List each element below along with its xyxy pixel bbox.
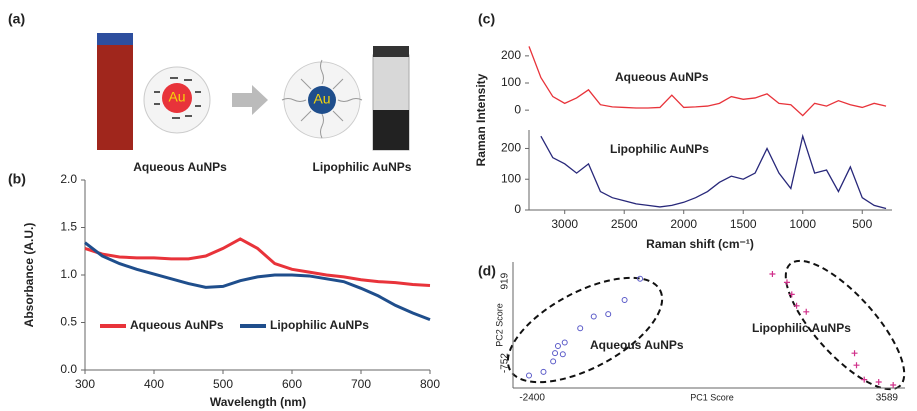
y-tick-label: 0.5 — [60, 315, 77, 329]
point — [853, 362, 860, 369]
caption: Lipophilic AuNPs — [313, 160, 412, 174]
point — [793, 302, 800, 309]
vial-cap — [373, 46, 409, 57]
point — [861, 376, 868, 383]
point — [540, 368, 547, 375]
y-tick-label: 919 — [500, 272, 511, 289]
vial-liquid — [373, 110, 409, 150]
x-tick-label: 400 — [144, 377, 164, 391]
x-tick-label: 300 — [75, 377, 95, 391]
data-line — [528, 46, 887, 117]
x-tick-label: 800 — [420, 377, 440, 391]
y-axis-label: Raman Intensity — [474, 73, 488, 166]
panel-label: (d) — [478, 263, 496, 279]
core-label: Au — [313, 91, 330, 107]
y-tick-label: 100 — [501, 75, 521, 89]
vial-cap — [97, 33, 133, 45]
point — [577, 325, 584, 332]
y-tick-label: 100 — [501, 171, 521, 185]
core-label: Au — [168, 89, 185, 105]
charges — [154, 77, 201, 119]
caption: Aqueous AuNPs — [133, 160, 227, 174]
particle — [308, 86, 336, 114]
cluster-ellipse — [784, 259, 906, 391]
data-line — [84, 241, 431, 322]
point — [803, 308, 810, 315]
particle — [162, 83, 192, 113]
legend-label: Aqueous AuNPs — [130, 318, 224, 332]
point — [783, 279, 790, 286]
series-label: Lipophilic AuNPs — [752, 321, 851, 335]
point — [605, 311, 612, 318]
legend-label: Lipophilic AuNPs — [270, 318, 369, 332]
point — [621, 296, 628, 303]
x-tick-label: 3000 — [551, 217, 578, 231]
y-tick-label: 0.0 — [60, 362, 77, 376]
point — [525, 372, 532, 379]
panel-label: (c) — [478, 11, 495, 27]
x-axis-label: Wavelength (nm) — [210, 395, 306, 409]
point — [550, 358, 557, 365]
y-tick-label: 1.5 — [60, 220, 77, 234]
vial — [97, 42, 133, 150]
point — [561, 339, 568, 346]
y-tick-label: 200 — [501, 141, 521, 155]
series-label: Aqueous AuNPs — [615, 70, 709, 84]
y-axis-label: PC2 Score — [494, 303, 504, 347]
point — [559, 351, 566, 358]
x-tick-label: 600 — [282, 377, 302, 391]
arrow — [232, 85, 268, 115]
x-tick-label: 500 — [213, 377, 233, 391]
series-label: Lipophilic AuNPs — [610, 142, 709, 156]
y-tick-label: 200 — [501, 48, 521, 62]
x-tick-label: 1500 — [730, 217, 757, 231]
point — [554, 343, 561, 349]
cluster-ellipse — [506, 276, 664, 384]
x-tick-label: 2000 — [670, 217, 697, 231]
point — [788, 291, 795, 298]
point — [769, 271, 776, 277]
illustration: Au Au Aqueous AuNPs Lipophilic AuNPs — [97, 33, 412, 174]
x-tick-label: 3589 — [876, 393, 899, 404]
x-tick-label: 500 — [852, 217, 872, 231]
y-axis-label: Absorbance (A.U.) — [22, 223, 36, 328]
point — [890, 382, 897, 388]
x-axis-label: PC1 Score — [690, 392, 734, 402]
x-tick-label: 700 — [351, 377, 371, 391]
point — [875, 379, 882, 385]
y-tick-label: 0 — [514, 202, 521, 216]
ellipses — [506, 259, 906, 391]
ligands — [281, 59, 363, 139]
point — [552, 350, 559, 357]
point — [590, 313, 597, 320]
x-tick-label: -2400 — [519, 393, 545, 404]
y-tick-label: 1.0 — [60, 267, 77, 281]
point — [851, 350, 858, 357]
data-line — [540, 133, 887, 210]
series-label: Aqueous AuNPs — [590, 338, 684, 352]
y-tick-label: 2.0 — [60, 172, 77, 186]
data-line — [84, 237, 431, 287]
panel-label: (b) — [8, 171, 26, 187]
x-tick-label: 1000 — [789, 217, 816, 231]
x-axis-label: Raman shift (cm⁻¹) — [646, 237, 754, 251]
y-tick-label: 0 — [514, 102, 521, 116]
x-tick-label: 2500 — [611, 217, 638, 231]
point — [637, 275, 644, 282]
panel-label: (a) — [8, 11, 25, 27]
y-tick-label: -752 — [500, 353, 511, 373]
